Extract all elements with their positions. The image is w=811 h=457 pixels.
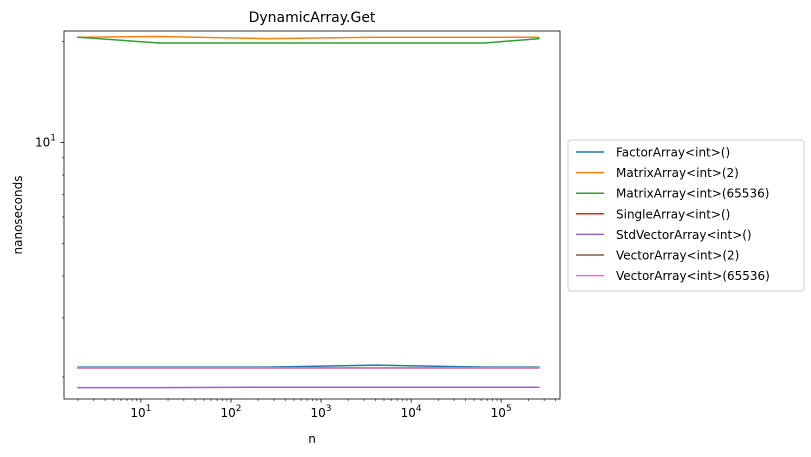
y-axis-label: nanoseconds <box>11 176 25 255</box>
legend-label-3: SingleArray<int>() <box>616 207 730 221</box>
legend-label-2: MatrixArray<int>(65536) <box>616 187 769 201</box>
legend-label-6: VectorArray<int>(65536) <box>616 269 770 283</box>
legend-label-0: FactorArray<int>() <box>616 146 730 160</box>
x-axis: 101 102 103 104 105 <box>77 399 556 420</box>
y-axis: 101 <box>35 41 64 378</box>
x-tick-label: 102 <box>220 404 241 420</box>
legend-label-1: MatrixArray<int>(2) <box>616 166 739 180</box>
y-tick-label: 101 <box>35 134 56 150</box>
plot-frame <box>63 30 561 400</box>
series-line-2 <box>77 36 540 44</box>
chart-title: DynamicArray.Get <box>249 10 376 26</box>
x-axis-label: n <box>308 432 316 446</box>
x-tick-label: 101 <box>130 404 151 420</box>
x-tick-label: 104 <box>401 404 422 420</box>
x-tick-label: 103 <box>311 404 332 420</box>
legend-frame <box>567 139 805 292</box>
legend: FactorArray<int>() MatrixArray<int>(2) Mat… <box>567 139 805 292</box>
axes-layer <box>63 30 561 400</box>
legend-label-4: StdVectorArray<int>() <box>616 228 752 242</box>
plot-area <box>64 31 560 399</box>
legend-label-5: VectorArray<int>(2) <box>616 249 739 263</box>
x-tick-label: 105 <box>491 404 512 420</box>
series-layer <box>77 35 540 389</box>
series-line-1 <box>77 35 540 40</box>
